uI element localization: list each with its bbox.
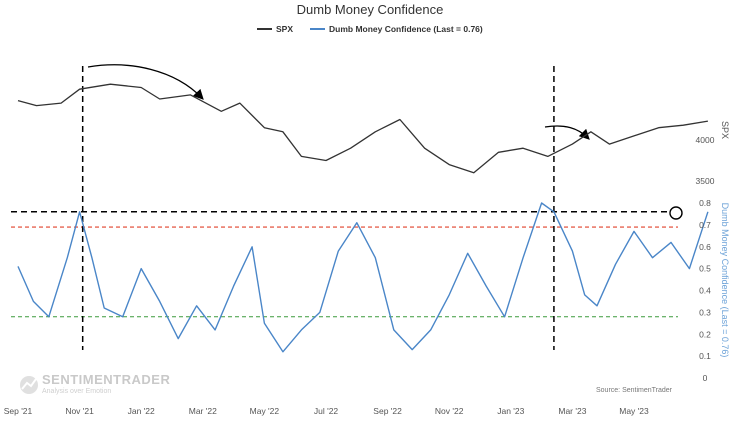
watermark-tagline: Analysis over Emotion xyxy=(42,388,111,395)
dmc-axis-title: Dumb Money Confidence (Last = 0.76) xyxy=(720,203,730,358)
x-tick-label: May '23 xyxy=(619,406,649,416)
legend-label-dmc[interactable]: Dumb Money Confidence (Last = 0.76) xyxy=(329,24,483,34)
x-tick-label: Jan '22 xyxy=(128,406,155,416)
spx-axis-title: SPX xyxy=(720,121,730,139)
x-tick-label: Jul '22 xyxy=(314,406,339,416)
chart-title: Dumb Money Confidence xyxy=(297,2,444,17)
last-value-marker xyxy=(669,206,683,220)
dmc-tick-label: 0.8 xyxy=(699,198,711,208)
x-tick-label: Sep '21 xyxy=(4,406,33,416)
dmc-tick-label: 0.5 xyxy=(699,264,711,274)
dmc-tick-label: 0.4 xyxy=(699,286,711,296)
x-tick-label: Mar '22 xyxy=(189,406,217,416)
legend-label-spx[interactable]: SPX xyxy=(276,24,293,34)
watermark-logo-line-icon xyxy=(21,378,37,390)
annotation-arrow-2023 xyxy=(544,125,590,140)
legend: SPX Dumb Money Confidence (Last = 0.76) xyxy=(257,24,483,34)
x-tick-label: May '22 xyxy=(250,406,280,416)
dmc-tick-label: 0 xyxy=(703,373,708,383)
dmc-tick-label: 0.7 xyxy=(699,220,711,230)
spx-tick-label: 3500 xyxy=(696,176,715,186)
dmc-tick-label: 0.6 xyxy=(699,242,711,252)
spx-tick-label: 4000 xyxy=(696,135,715,145)
watermark: SENTIMENTRADER Analysis over Emotion xyxy=(20,372,170,395)
x-tick-label: Nov '22 xyxy=(435,406,464,416)
x-tick-label: Nov '21 xyxy=(65,406,94,416)
dmc-line xyxy=(17,202,709,353)
dmc-tick-label: 0.1 xyxy=(699,351,711,361)
dmc-tick-label: 0.2 xyxy=(699,329,711,339)
x-tick-label: Jan '23 xyxy=(497,406,524,416)
dmc-tick-label: 0.3 xyxy=(699,307,711,317)
annotation-arrow-2021 xyxy=(87,64,204,100)
source-note: Source: SentimenTrader xyxy=(596,387,673,394)
watermark-brand: SENTIMENTRADER xyxy=(42,372,170,387)
x-tick-label: Sep '22 xyxy=(373,406,402,416)
spx-line xyxy=(17,83,709,174)
x-tick-label: Mar '23 xyxy=(558,406,586,416)
